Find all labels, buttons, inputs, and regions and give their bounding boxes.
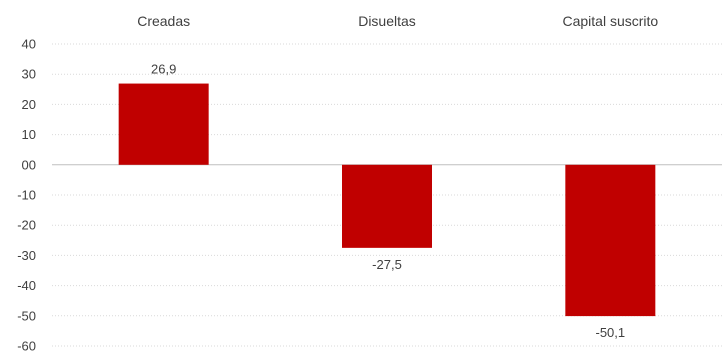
y-tick-label: -50 <box>17 308 36 323</box>
category-label: Disueltas <box>358 13 416 29</box>
y-tick-label: -40 <box>17 278 36 293</box>
data-label: -27,5 <box>372 257 402 272</box>
bar <box>118 83 209 165</box>
y-tick-label: 10 <box>22 127 36 142</box>
y-axis-tick-labels: 40 30 20 10 00 -10 -20 -30 -40 -50 -60 <box>17 37 36 351</box>
bar <box>565 164 656 317</box>
y-tick-label: -10 <box>17 188 36 203</box>
bar <box>342 164 432 248</box>
y-tick-label: 40 <box>22 37 36 52</box>
data-label: 26,9 <box>151 62 176 77</box>
bars <box>118 83 656 317</box>
category-label: Capital suscrito <box>562 13 658 29</box>
category-label: Creadas <box>137 13 190 29</box>
data-label: -50,1 <box>596 325 626 340</box>
y-tick-label: 30 <box>22 67 36 82</box>
y-tick-label: -20 <box>17 218 36 233</box>
data-labels: 26,9 -27,5 -50,1 <box>151 62 625 341</box>
category-labels: Creadas Disueltas Capital suscrito <box>137 13 658 29</box>
y-tick-label: -30 <box>17 248 36 263</box>
y-tick-label: 20 <box>22 97 36 112</box>
y-tick-label: -60 <box>17 339 36 351</box>
y-tick-label: 00 <box>22 157 36 172</box>
